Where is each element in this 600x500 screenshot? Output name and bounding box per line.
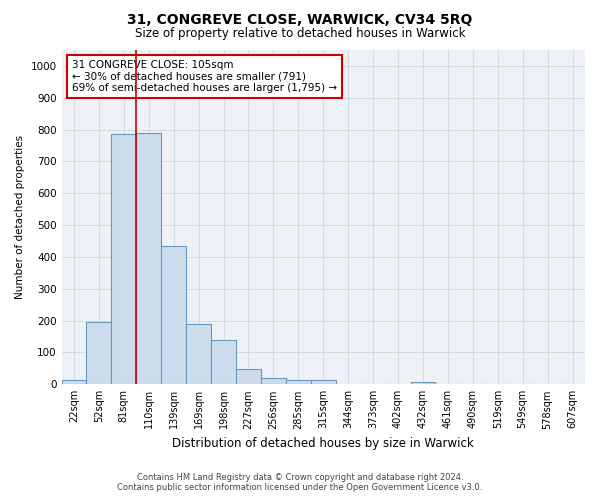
Bar — [286, 380, 311, 384]
Y-axis label: Number of detached properties: Number of detached properties — [15, 135, 25, 299]
Bar — [211, 340, 236, 384]
Bar — [161, 246, 186, 384]
Bar — [186, 324, 211, 384]
Bar — [261, 378, 286, 384]
Bar — [62, 380, 86, 384]
Bar — [311, 380, 336, 384]
Bar — [236, 369, 261, 384]
Bar — [112, 134, 136, 384]
X-axis label: Distribution of detached houses by size in Warwick: Distribution of detached houses by size … — [172, 437, 474, 450]
Text: Contains HM Land Registry data © Crown copyright and database right 2024.
Contai: Contains HM Land Registry data © Crown c… — [118, 473, 482, 492]
Text: Size of property relative to detached houses in Warwick: Size of property relative to detached ho… — [135, 28, 465, 40]
Text: 31 CONGREVE CLOSE: 105sqm
← 30% of detached houses are smaller (791)
69% of semi: 31 CONGREVE CLOSE: 105sqm ← 30% of detac… — [72, 60, 337, 93]
Bar — [410, 382, 436, 384]
Bar — [86, 322, 112, 384]
Bar — [136, 133, 161, 384]
Text: 31, CONGREVE CLOSE, WARWICK, CV34 5RQ: 31, CONGREVE CLOSE, WARWICK, CV34 5RQ — [127, 12, 473, 26]
